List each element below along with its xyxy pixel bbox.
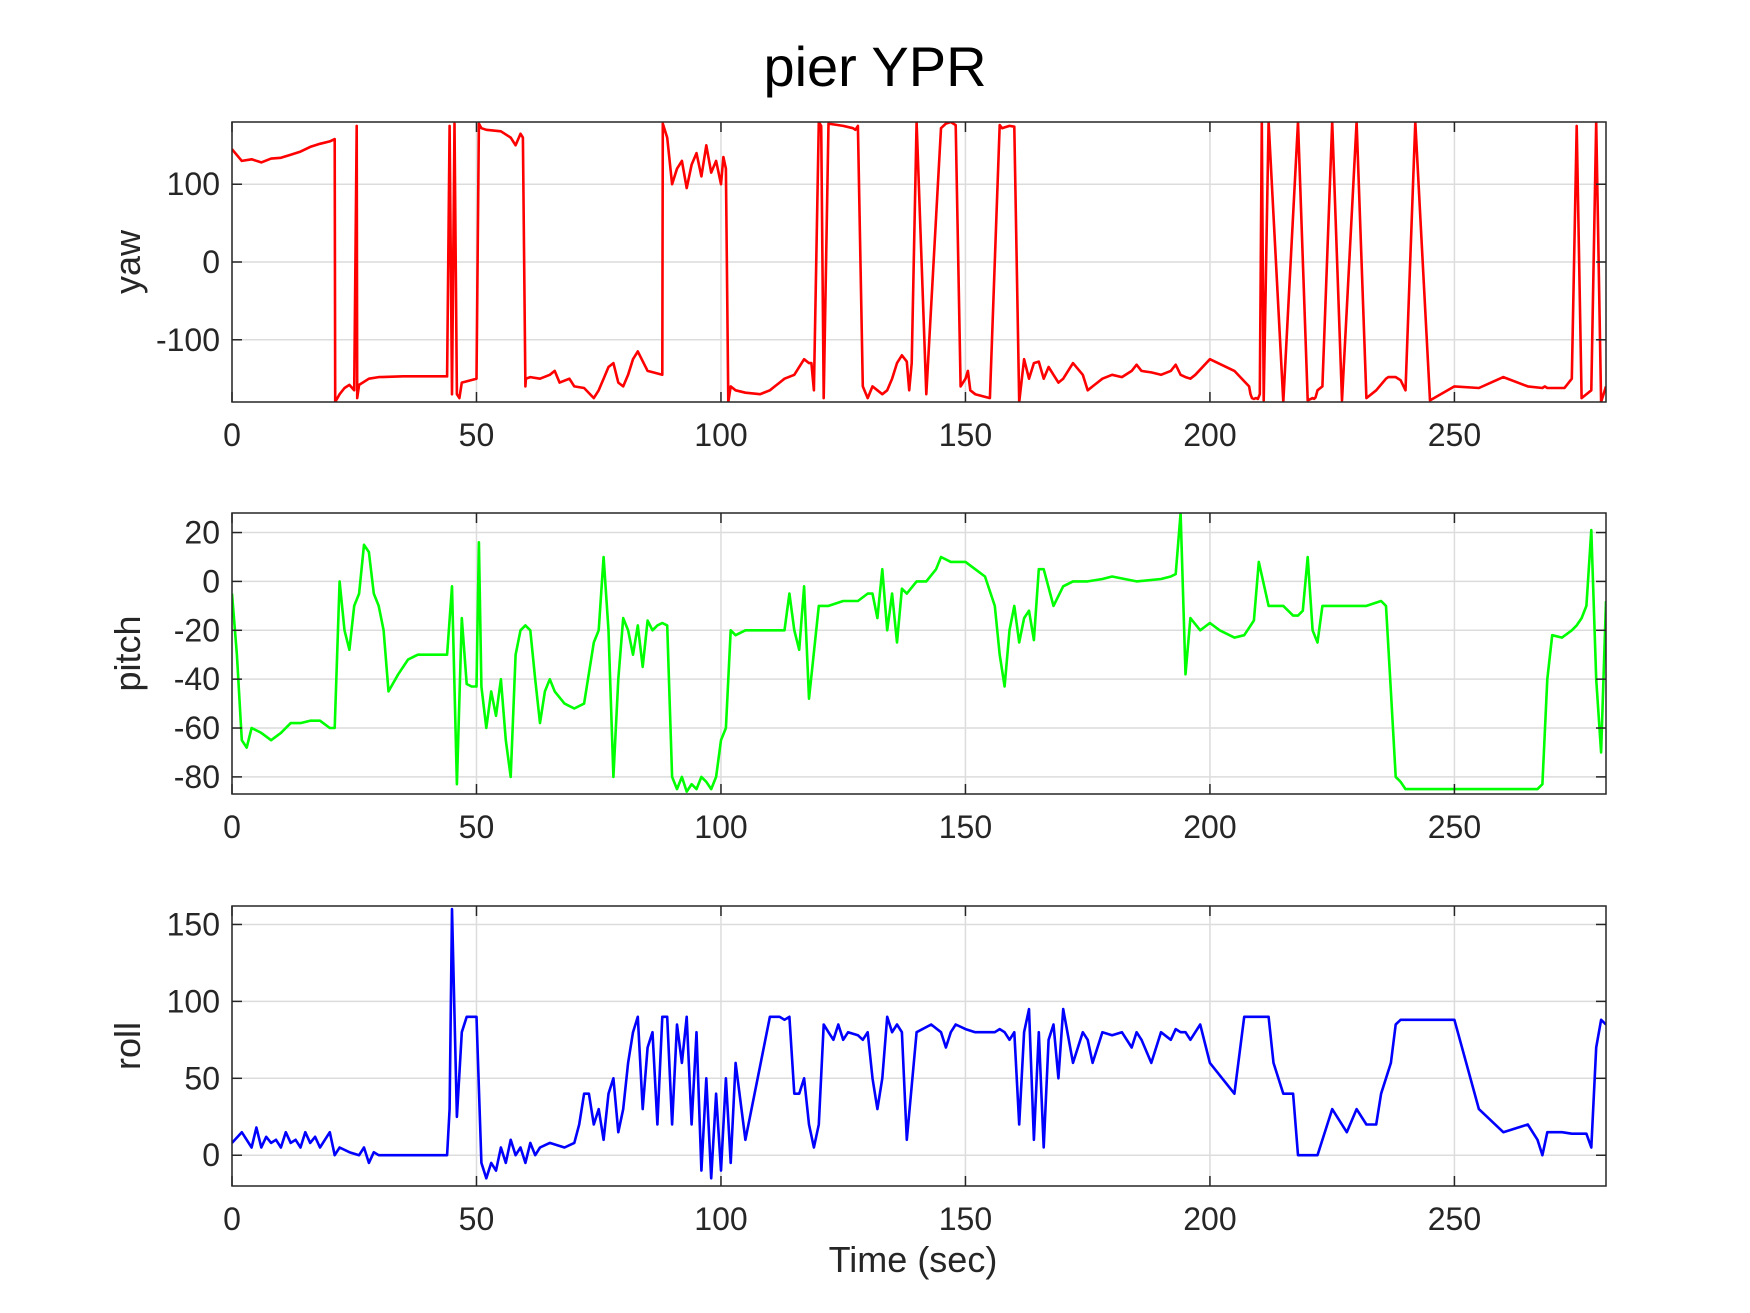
roll-ytick-label-0: 150 bbox=[167, 906, 220, 942]
roll-ytick-label-2: 50 bbox=[184, 1060, 220, 1096]
yaw-ytick-label-2: -100 bbox=[156, 322, 220, 358]
roll-axes-box bbox=[231, 905, 1607, 1187]
pitch-y-axis-label: pitch bbox=[107, 615, 148, 691]
yaw-xtick-label-3: 150 bbox=[939, 417, 992, 453]
pitch-ytick-label-2: -20 bbox=[174, 612, 220, 648]
roll-y-axis-label: roll bbox=[107, 1022, 148, 1070]
pitch-ytick-label-1: 0 bbox=[202, 563, 220, 599]
roll-xtick-label-3: 150 bbox=[939, 1201, 992, 1237]
roll-xtick-label-1: 50 bbox=[459, 1201, 495, 1237]
pitch-series-line-0 bbox=[232, 513, 1606, 793]
yaw-ytick-label-0: 100 bbox=[167, 166, 220, 202]
yaw-ytick-label-1: 0 bbox=[202, 244, 220, 280]
pitch-ytick-label-4: -60 bbox=[174, 710, 220, 746]
pitch-ytick-label-0: 20 bbox=[184, 515, 220, 551]
pitch-xtick-label-0: 0 bbox=[223, 809, 241, 845]
x-axis-label: Time (sec) bbox=[829, 1239, 998, 1280]
roll-xtick-label-2: 100 bbox=[694, 1201, 747, 1237]
yaw-xtick-label-2: 100 bbox=[694, 417, 747, 453]
yaw-xtick-label-0: 0 bbox=[223, 417, 241, 453]
pitch-xtick-label-2: 100 bbox=[694, 809, 747, 845]
figure-title: pier YPR bbox=[763, 35, 986, 98]
yaw-xtick-label-1: 50 bbox=[459, 417, 495, 453]
roll-series-line-0 bbox=[232, 907, 1606, 1180]
roll-xtick-label-5: 250 bbox=[1428, 1201, 1481, 1237]
yaw-xtick-label-4: 200 bbox=[1183, 417, 1236, 453]
panel-roll: 0 50 100 150 200 250 150 100 50 0 roll bbox=[107, 905, 1607, 1237]
roll-ytick-label-1: 100 bbox=[167, 983, 220, 1019]
yaw-series-line-0 bbox=[232, 122, 1606, 402]
pitch-ytick-label-3: -40 bbox=[174, 661, 220, 697]
roll-xtick-label-0: 0 bbox=[223, 1201, 241, 1237]
roll-xtick-label-4: 200 bbox=[1183, 1201, 1236, 1237]
pitch-ytick-label-5: -80 bbox=[174, 759, 220, 795]
yaw-y-axis-label: yaw bbox=[107, 229, 148, 294]
pitch-xtick-label-5: 250 bbox=[1428, 809, 1481, 845]
pitch-axes-box bbox=[231, 512, 1607, 795]
yaw-xtick-label-5: 250 bbox=[1428, 417, 1481, 453]
pitch-xtick-label-3: 150 bbox=[939, 809, 992, 845]
pitch-xtick-label-4: 200 bbox=[1183, 809, 1236, 845]
roll-ytick-label-3: 0 bbox=[202, 1137, 220, 1173]
pitch-xtick-label-1: 50 bbox=[459, 809, 495, 845]
